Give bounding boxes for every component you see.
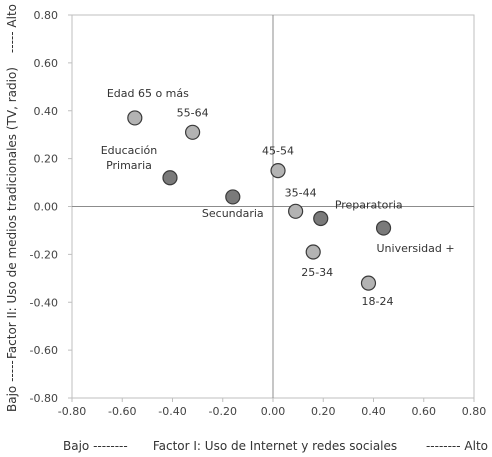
data-label: 45-54 — [262, 145, 294, 158]
x-tick-labels: -0.80 -0.60 -0.40 -0.20 0.00 0.20 0.40 0.60 0.80 — [58, 398, 486, 418]
x-tick-label: -0.20 — [209, 405, 237, 418]
x-tick-label: 0.20 — [311, 405, 336, 418]
data-label: Universidad + — [377, 242, 455, 255]
data-point — [127, 110, 143, 126]
y-tick-label: 0.60 — [34, 57, 59, 70]
data-label: 35-44 — [285, 186, 317, 199]
y-tick-label: 0.20 — [34, 153, 59, 166]
plot-area — [71, 14, 475, 399]
y-axis-label: Factor II: Uso de medios tradicionales (… — [5, 67, 19, 359]
data-label: Secundaria — [202, 207, 264, 220]
data-points — [127, 110, 392, 291]
data-label: Edad 65 o más — [107, 87, 189, 100]
y-tick-label: 0.40 — [34, 105, 59, 118]
x-axis-label: Factor I: Uso de Internet y redes social… — [153, 439, 397, 453]
data-label: Educación — [101, 144, 158, 157]
y-axis-label-low: Bajo ----- — [5, 360, 19, 412]
data-point — [225, 189, 241, 205]
data-label: 18-24 — [361, 295, 393, 308]
y-tick-label: -0.20 — [30, 248, 58, 261]
x-tick-label: -0.60 — [108, 405, 136, 418]
data-point — [270, 162, 286, 179]
y-tick-label: 0.00 — [34, 201, 59, 214]
x-tick-label: 0.40 — [361, 405, 386, 418]
y-axis-label-high: ----- Alto — [5, 4, 19, 53]
y-tick-label: 0.80 — [34, 9, 59, 22]
x-tick-label: 0.60 — [412, 405, 437, 418]
data-labels: Edad 65 o más 55-64 45-54 35-44 25-34 18-24 Ed… — [101, 87, 455, 308]
data-point — [360, 275, 377, 291]
y-tick-label: -0.60 — [30, 344, 58, 357]
x-tick-label: 0.00 — [261, 405, 286, 418]
x-tick-label: 0.80 — [462, 405, 487, 418]
data-point — [375, 220, 392, 236]
data-label: 25-34 — [301, 266, 333, 279]
y-tick-labels: 0.80 0.60 0.40 0.20 0.00 -0.20 -0.40 -0.60 -0.80 — [30, 9, 72, 405]
data-point — [288, 203, 304, 219]
data-label: 55-64 — [177, 106, 209, 119]
data-label: Preparatoria — [335, 198, 403, 211]
data-point — [185, 124, 201, 140]
data-label: Primaria — [106, 159, 152, 172]
data-point — [162, 170, 178, 186]
x-axis-label-low: Bajo -------- — [63, 439, 128, 453]
x-axis-label-high: -------- Alto — [426, 439, 488, 453]
y-tick-label: -0.80 — [30, 392, 58, 405]
data-point — [305, 244, 321, 260]
x-tick-label: -0.40 — [158, 405, 186, 418]
data-point — [313, 210, 329, 227]
x-tick-label: -0.80 — [58, 405, 86, 418]
y-tick-label: -0.40 — [30, 296, 58, 309]
